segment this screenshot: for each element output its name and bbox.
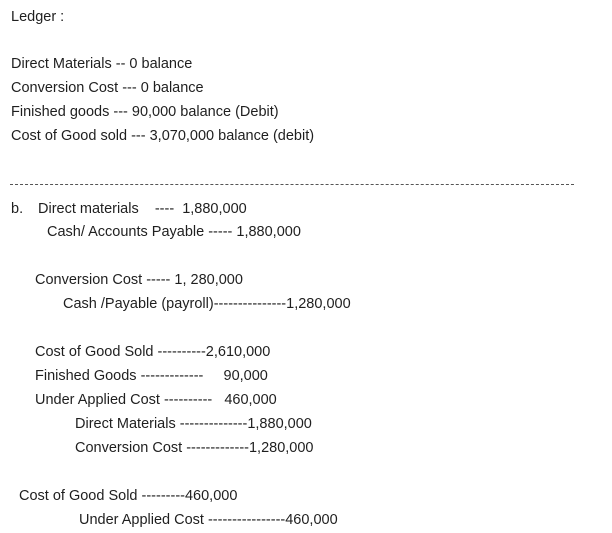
entry4-debit: Cost of Good Sold ---------460,000 bbox=[19, 488, 238, 504]
entry2-debit: Conversion Cost ----- 1, 280,000 bbox=[35, 272, 243, 288]
entry3-debit-cogs: Cost of Good Sold ----------2,610,000 bbox=[35, 344, 271, 360]
ledger-title: Ledger : bbox=[11, 9, 65, 25]
section-divider bbox=[10, 184, 574, 185]
entry3-credit-conversion-cost: Conversion Cost -------------1,280,000 bbox=[75, 440, 314, 456]
ledger-line-direct-materials: Direct Materials -- 0 balance bbox=[11, 56, 193, 72]
entry3-credit-direct-materials: Direct Materials --------------1,880,000 bbox=[75, 416, 312, 432]
entry4-credit: Under Applied Cost ----------------460,0… bbox=[79, 512, 338, 528]
ledger-line-cogs: Cost of Good sold --- 3,070,000 balance … bbox=[11, 128, 315, 144]
ledger-line-finished-goods: Finished goods --- 90,000 balance (Debit… bbox=[11, 104, 279, 120]
part-b-label: b. bbox=[11, 201, 24, 217]
entry1-credit: Cash/ Accounts Payable ----- 1,880,000 bbox=[47, 224, 301, 240]
entry1-debit: Direct materials ---- 1,880,000 bbox=[38, 201, 247, 217]
entry2-credit: Cash /Payable (payroll)---------------1,… bbox=[63, 296, 351, 312]
entry3-debit-under-applied: Under Applied Cost ---------- 460,000 bbox=[35, 392, 277, 408]
ledger-line-conversion-cost: Conversion Cost --- 0 balance bbox=[11, 80, 204, 96]
entry3-debit-finished-goods: Finished Goods ------------- 90,000 bbox=[35, 368, 268, 384]
